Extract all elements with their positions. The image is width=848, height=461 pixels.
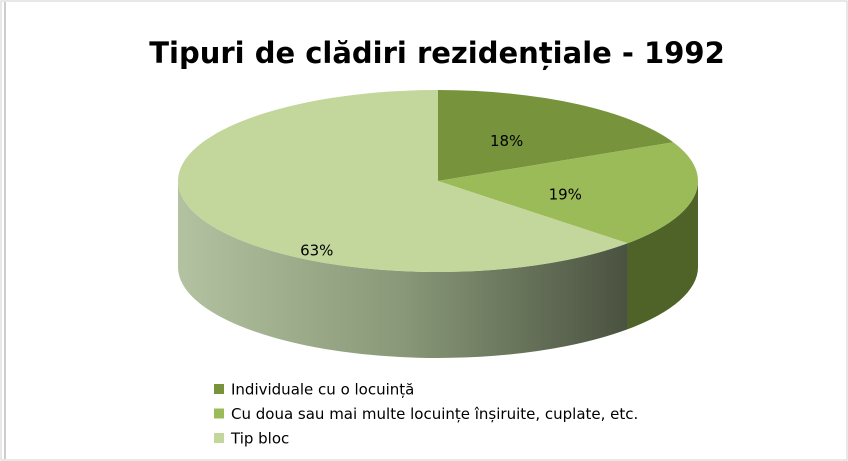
legend-label: Individuale cu o locuință: [231, 381, 414, 399]
legend-swatch: [214, 384, 224, 394]
data-label: 63%: [300, 241, 333, 259]
legend-swatch: [214, 433, 224, 443]
slice: [438, 90, 674, 181]
chart-title: Tipuri de clădiri rezidențiale - 1992: [149, 36, 725, 70]
legend: Individuale cu o locuință Cu doua sau mai…: [214, 381, 638, 448]
legend-label: Tip bloc: [230, 430, 289, 448]
slice-side: [178, 181, 628, 358]
data-label: 18%: [490, 132, 523, 150]
pie: 18% 19% 63%: [177, 90, 698, 358]
slice: [177, 90, 628, 272]
slice: [438, 142, 698, 244]
legend-swatch: [214, 408, 224, 419]
data-label: 19%: [549, 185, 582, 203]
slice-side: [627, 181, 698, 330]
legend-label: Cu doua sau mai multe locuințe înșiruite…: [231, 405, 638, 423]
